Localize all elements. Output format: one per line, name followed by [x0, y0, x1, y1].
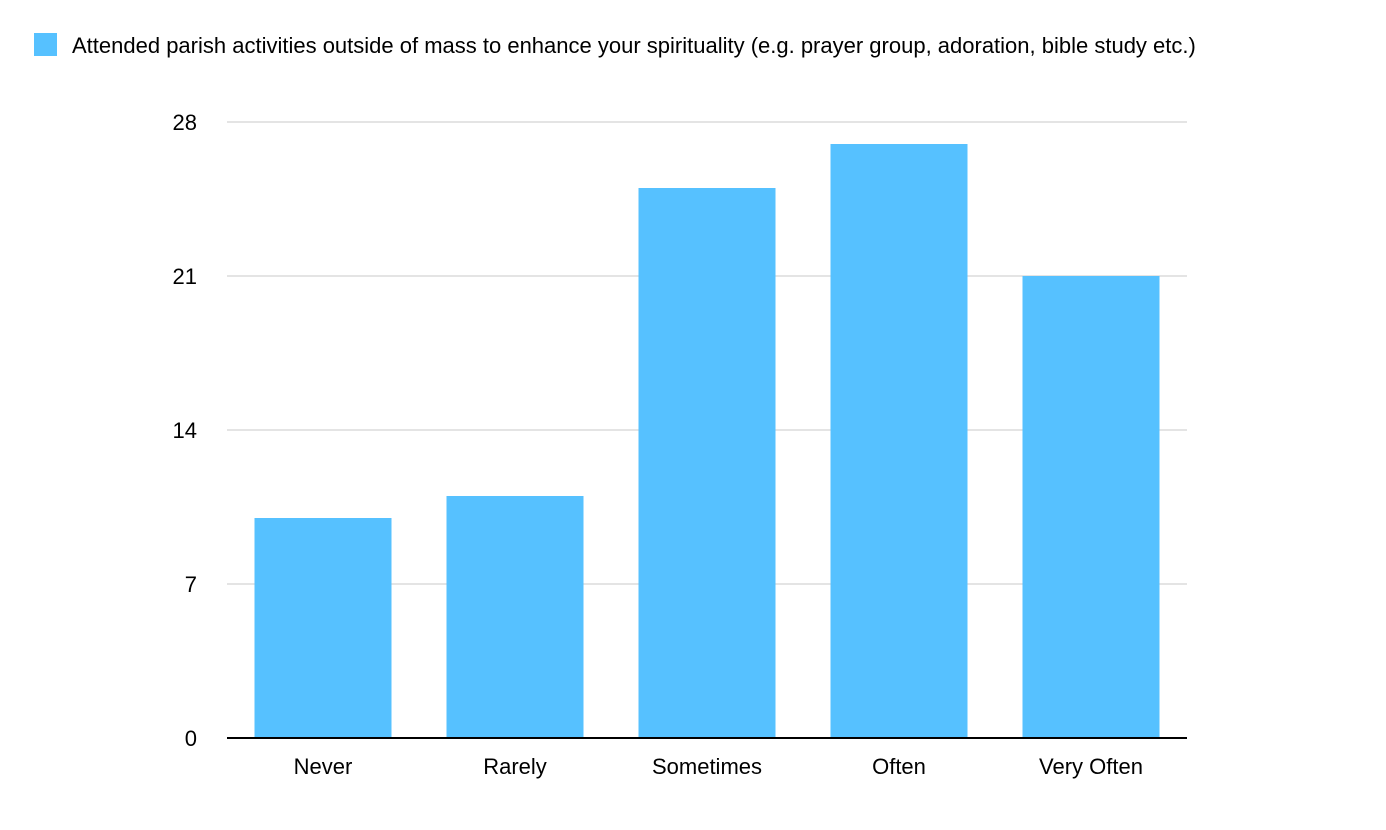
y-tick-label: 7 [185, 572, 197, 597]
legend: Attended parish activities outside of ma… [34, 33, 1196, 58]
x-tick-label: Very Often [1039, 754, 1143, 779]
bar-sometimes [638, 188, 776, 738]
legend-label: Attended parish activities outside of ma… [72, 33, 1196, 58]
x-tick-label: Sometimes [652, 754, 762, 779]
y-tick-label: 0 [185, 726, 197, 751]
x-tick-label: Often [872, 754, 926, 779]
x-tick-labels: Never Rarely Sometimes Often Very Often [294, 754, 1143, 779]
bar-rarely [446, 496, 584, 738]
bar-never [254, 518, 392, 738]
y-tick-label: 14 [173, 418, 197, 443]
y-tick-label: 28 [173, 110, 197, 135]
bar-often [830, 144, 968, 738]
y-tick-labels: 0 7 14 21 28 [173, 110, 197, 751]
x-tick-label: Never [294, 754, 353, 779]
x-tick-label: Rarely [483, 754, 547, 779]
bars [254, 144, 1160, 738]
y-tick-label: 21 [173, 264, 197, 289]
bar-very-often [1022, 276, 1160, 738]
legend-swatch [34, 33, 57, 56]
